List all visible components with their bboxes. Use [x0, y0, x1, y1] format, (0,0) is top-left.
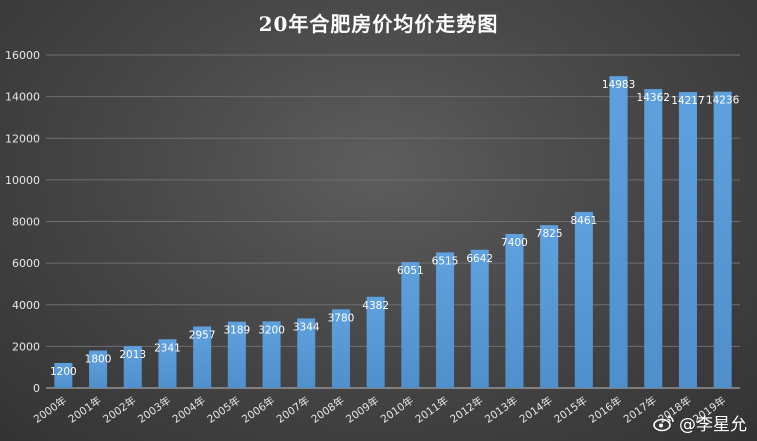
y-tick-label: 4000 [12, 299, 40, 312]
bar [436, 252, 455, 388]
bar [227, 321, 246, 388]
data-label: 2957 [189, 329, 216, 341]
bar [713, 91, 732, 388]
data-label: 8461 [570, 215, 597, 227]
x-tick-label: 2016年 [586, 394, 624, 426]
bar [644, 89, 663, 388]
bar [505, 233, 524, 388]
bar [297, 318, 316, 388]
bar [262, 321, 281, 388]
y-tick-label: 14000 [5, 91, 40, 104]
x-tick-label: 2013年 [482, 394, 520, 426]
bar [193, 326, 212, 388]
data-label: 3200 [258, 324, 285, 336]
data-label: 14362 [637, 92, 670, 104]
data-label: 1200 [50, 366, 77, 378]
bar [401, 262, 420, 388]
data-label: 6515 [432, 255, 459, 267]
x-tick-label: 2008年 [309, 394, 347, 426]
data-label: 1800 [85, 354, 112, 366]
x-tick-label: 2014年 [517, 394, 555, 426]
chart-title: 20年合肥房价均价走势图 [258, 12, 499, 36]
bar [366, 296, 385, 388]
data-label: 14983 [602, 79, 635, 91]
x-tick-label: 2002年 [101, 394, 139, 426]
bar [54, 363, 73, 388]
bar [609, 76, 628, 388]
x-tick-label: 2003年 [135, 394, 173, 426]
x-tick-label: 2012年 [448, 394, 486, 426]
bar [540, 225, 559, 388]
bar [331, 309, 350, 388]
weibo-icon [653, 414, 674, 431]
bar [470, 249, 489, 388]
x-tick-label: 2005年 [205, 394, 243, 426]
y-tick-label: 10000 [5, 174, 40, 187]
data-label: 3344 [293, 321, 320, 333]
x-tick-label: 2010年 [378, 394, 416, 426]
data-label: 3189 [223, 325, 250, 337]
bar [123, 346, 142, 388]
y-tick-label: 16000 [5, 49, 40, 62]
y-tick-label: 12000 [5, 132, 40, 145]
weibo-watermark: @李星允 [653, 410, 747, 435]
bar [678, 92, 697, 388]
x-tick-label: 2000年 [31, 394, 69, 426]
x-tick-label: 2004年 [170, 394, 208, 426]
data-label: 14217 [671, 95, 704, 107]
watermark-text: @李星允 [679, 415, 747, 435]
data-label: 7400 [501, 237, 528, 249]
data-label: 4382 [362, 300, 389, 312]
x-tick-label: 2006年 [239, 394, 277, 426]
data-label: 6642 [466, 253, 493, 265]
data-label: 2013 [119, 349, 146, 361]
x-tick-label: 2009年 [343, 394, 381, 426]
data-label: 2341 [154, 342, 181, 354]
bar [574, 211, 593, 388]
data-label: 7825 [536, 228, 563, 240]
y-tick-label: 0 [33, 382, 40, 395]
data-label: 6051 [397, 265, 424, 277]
x-tick-label: 2015年 [552, 394, 590, 426]
x-tick-label: 2011年 [413, 394, 451, 426]
x-tick-label: 2007年 [274, 394, 312, 426]
y-tick-label: 6000 [12, 257, 40, 270]
bar [158, 339, 177, 388]
y-tick-label: 2000 [12, 340, 40, 353]
x-tick-label: 2001年 [66, 394, 104, 426]
bar [89, 350, 108, 388]
data-label: 14236 [706, 95, 740, 107]
data-label: 3780 [328, 312, 355, 324]
y-tick-label: 8000 [12, 216, 40, 229]
